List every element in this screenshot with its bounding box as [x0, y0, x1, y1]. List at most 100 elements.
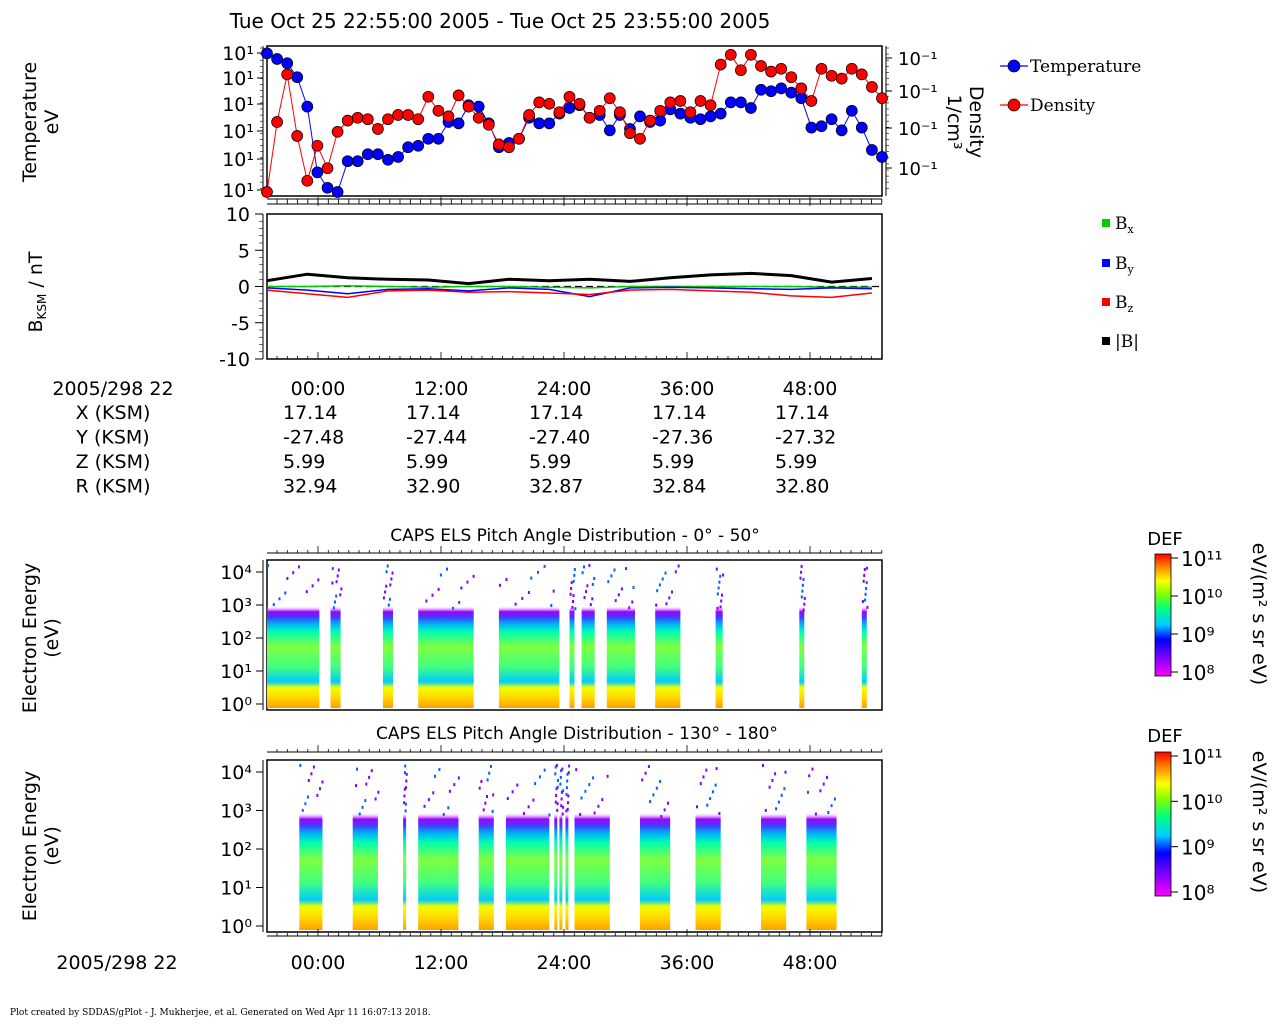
density-point — [402, 109, 414, 121]
spectrogram-speckle — [771, 779, 774, 782]
spectrogram-speckle — [284, 591, 287, 595]
spectrogram-speckle — [589, 603, 592, 607]
spectrogram-speckle — [663, 808, 666, 812]
spectrogram-speckle — [425, 599, 428, 603]
temperature-point — [765, 85, 777, 98]
legend-bmag-label: |B| — [1115, 332, 1139, 352]
ephemeris-value: -27.36 — [652, 427, 713, 449]
density-point — [603, 92, 616, 105]
temperature-point — [855, 121, 868, 134]
temperature-point — [432, 132, 445, 145]
spectrogram-speckle — [299, 764, 302, 767]
spectrogram-speckle — [699, 782, 702, 786]
spectrogram-speckle — [278, 597, 281, 601]
ephemeris-value: -27.44 — [406, 427, 467, 449]
spectrogram-speckle — [586, 584, 589, 588]
pad1-colorbar-units: eV/(m² s sr eV) — [1248, 543, 1270, 685]
plasma-left-tick-label: 10¹ — [222, 68, 254, 90]
spectrogram-speckle — [863, 573, 866, 577]
spectrogram-speckle — [801, 589, 804, 593]
spectrogram-speckle — [305, 590, 308, 594]
spectrogram-speckle — [614, 599, 617, 603]
spectrogram-speckle — [272, 603, 275, 607]
colorbar-tick-label: 10⁸ — [1181, 881, 1214, 905]
density-point — [553, 106, 566, 119]
spectrogram-block — [715, 562, 723, 708]
spectrogram-speckle — [446, 567, 448, 571]
density-point — [755, 60, 767, 72]
energy-tick-label: 10¹ — [220, 878, 252, 900]
plasma-right-tick-label: 10⁻¹ — [898, 119, 938, 140]
temperature-point — [866, 144, 878, 156]
temperature-point — [603, 124, 616, 137]
temperature-point — [412, 139, 425, 152]
density-point — [503, 141, 515, 154]
spectrogram-speckle — [527, 805, 530, 809]
spectrogram-speckle — [715, 767, 718, 771]
legend-by-swatch — [1102, 259, 1110, 267]
spectrogram-speckle — [377, 790, 380, 794]
time-tick-label: 36:00 — [660, 378, 715, 400]
ephemeris-value: 5.99 — [406, 451, 448, 473]
spectrogram-speckle — [801, 583, 804, 587]
spectrogram-block — [559, 762, 563, 930]
spectrogram-speckle — [403, 771, 406, 775]
spectrogram-speckle — [560, 804, 563, 808]
density-point — [291, 130, 304, 142]
colorbar-tick-label: 10¹⁰ — [1181, 790, 1222, 814]
spectrogram-speckle — [550, 604, 553, 607]
temperature-point — [361, 148, 374, 161]
spectrogram-speckle — [555, 793, 558, 797]
pad2-colorbar: DEF 10¹¹ 10¹⁰ 10⁹ 10⁸ eV/(m² s sr eV) — [1147, 726, 1270, 905]
ephemeris-row-label: Y (KSM) — [75, 427, 149, 449]
spectrogram-block — [352, 762, 378, 930]
spectrogram-speckle — [557, 779, 559, 782]
colorbar-tick-label: 10⁹ — [1181, 623, 1214, 647]
ephemeris-value: 32.80 — [775, 476, 829, 498]
spectrogram-speckle — [583, 565, 585, 569]
spectrogram-speckle — [632, 586, 635, 589]
spectrogram-speckle — [543, 768, 546, 772]
energy-tick-label: 10³ — [220, 801, 252, 823]
spectrogram-speckle — [715, 567, 718, 571]
pad1-panel: CAPS ELS Pitch Angle Distribution - 0° -… — [19, 526, 1270, 716]
spectrogram-block — [498, 562, 560, 708]
density-point — [694, 95, 707, 107]
spectrogram-speckle — [361, 805, 364, 809]
spectrogram-speckle — [554, 765, 557, 769]
temperature-point — [331, 186, 344, 198]
density-point — [614, 106, 626, 119]
spectrogram-speckle — [764, 808, 767, 812]
spectrogram-speckle — [319, 787, 321, 791]
spectrogram-speckle — [404, 802, 407, 806]
spectrogram-speckle — [575, 768, 578, 772]
spectrogram-speckle — [719, 605, 722, 609]
spectrogram-speckle — [864, 592, 867, 596]
spectrogram-speckle — [588, 564, 591, 567]
temperature-point — [714, 107, 727, 120]
plasma-ylabel-line2: eV — [41, 110, 63, 135]
legend-density-label: Density — [1030, 96, 1096, 116]
spectrogram-speckle — [613, 568, 616, 572]
spectrogram-speckle — [404, 764, 407, 768]
temperature-point — [835, 124, 848, 137]
mag-tick-label: -10 — [219, 349, 250, 371]
spectrogram-speckle — [620, 587, 623, 591]
temperature-point — [724, 96, 737, 109]
spectrogram-speckle — [863, 568, 866, 571]
time-tick-label: 00:00 — [291, 378, 346, 400]
spectrogram-speckle — [585, 590, 587, 594]
temperature-point — [654, 114, 667, 127]
pad2-ticks: 10⁴ 10³ 10² 10¹ 10⁰ — [220, 745, 883, 938]
density-point — [412, 113, 425, 126]
spectrogram-speckle — [386, 564, 389, 568]
spectrogram-speckle — [555, 764, 558, 767]
bmag-line — [266, 271, 873, 286]
ephemeris-value: 5.99 — [775, 451, 817, 473]
spectrogram-speckle — [521, 596, 524, 600]
plasma-left-tick-label: 10¹ — [222, 149, 254, 171]
plasma-y2label-line2: 1/cm³ — [943, 94, 965, 149]
spectrogram-speckle — [560, 769, 563, 773]
plasma-ylabel: Temperature eV — [19, 62, 63, 183]
density-point — [452, 89, 465, 102]
